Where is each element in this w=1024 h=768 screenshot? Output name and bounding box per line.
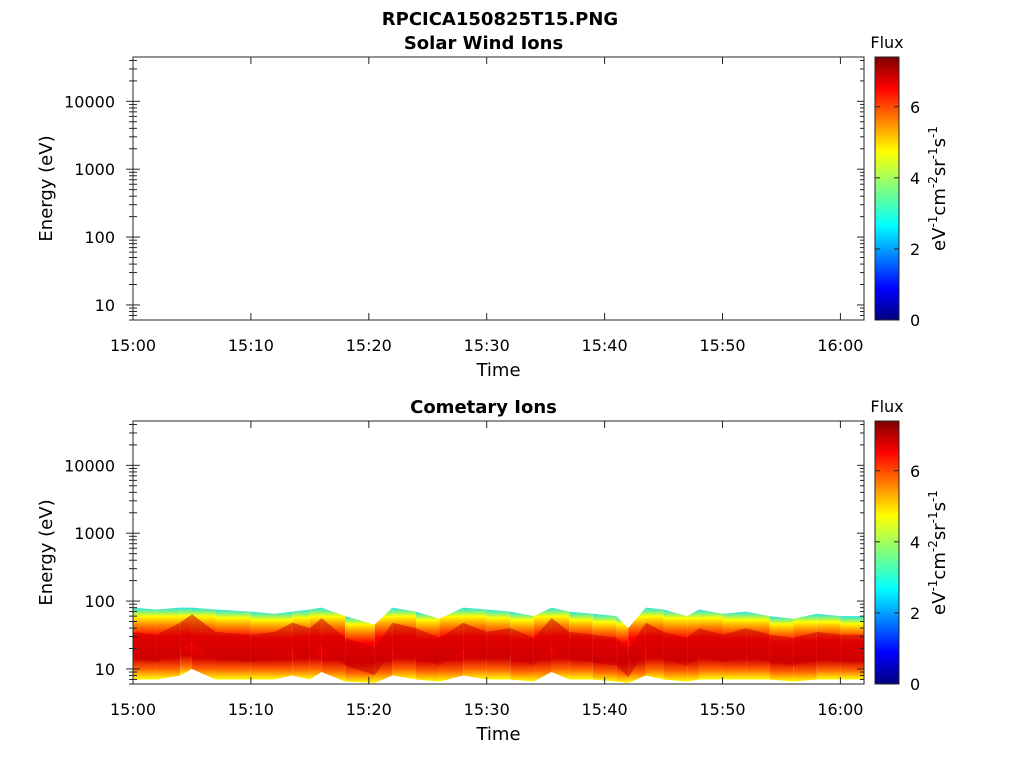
x-tick-label: 15:40 bbox=[582, 336, 628, 355]
y-tick-label: 1000 bbox=[74, 524, 115, 543]
x-tick-label: 16:00 bbox=[817, 700, 863, 719]
y-tick-label: 10 bbox=[95, 660, 115, 679]
y-axis-label: Energy (eV) bbox=[36, 499, 57, 605]
colorbar-tick-label: 4 bbox=[910, 169, 920, 188]
colorbar bbox=[874, 56, 900, 321]
y-axis-label: Energy (eV) bbox=[36, 135, 57, 241]
x-tick-label: 15:00 bbox=[110, 336, 156, 355]
band-core bbox=[663, 631, 688, 666]
band-core bbox=[793, 631, 817, 666]
colorbar-label: eV-1cm-2sr-1s-1 bbox=[926, 490, 950, 615]
colorbar-tick-label: 6 bbox=[910, 98, 920, 117]
band-core bbox=[274, 622, 293, 660]
band-core bbox=[292, 622, 310, 656]
plot-frame bbox=[132, 420, 865, 685]
band-core bbox=[250, 631, 275, 663]
panel-title: Solar Wind Ions bbox=[404, 33, 563, 54]
band-core bbox=[392, 622, 416, 656]
band-core bbox=[510, 628, 534, 666]
band-core bbox=[551, 618, 570, 660]
colorbar-title: Flux bbox=[870, 33, 903, 52]
colorbar-label: eV-1cm-2sr-1s-1 bbox=[926, 126, 950, 251]
band-core bbox=[816, 631, 841, 663]
x-tick-label: 15:30 bbox=[464, 336, 510, 355]
band-core bbox=[592, 634, 617, 666]
colorbar-tick-label: 2 bbox=[910, 240, 920, 259]
band-core bbox=[722, 628, 747, 663]
y-tick-label: 100 bbox=[84, 228, 115, 247]
band-core bbox=[569, 631, 593, 663]
plot-frame bbox=[132, 56, 865, 321]
y-tick-label: 1000 bbox=[74, 160, 115, 179]
band-core bbox=[687, 628, 699, 666]
band-core bbox=[180, 614, 192, 651]
x-tick-label: 15:30 bbox=[464, 700, 510, 719]
band-core bbox=[769, 634, 794, 666]
band-core bbox=[439, 622, 464, 666]
band-core bbox=[321, 618, 346, 666]
y-tick-label: 10000 bbox=[64, 92, 115, 111]
x-tick-label: 15:50 bbox=[699, 700, 745, 719]
x-tick-label: 15:20 bbox=[346, 700, 392, 719]
colorbar-tick-label: 0 bbox=[910, 311, 920, 330]
x-tick-label: 15:20 bbox=[346, 336, 392, 355]
band-core bbox=[215, 631, 251, 663]
x-tick-label: 15:10 bbox=[228, 336, 274, 355]
x-tick-label: 16:00 bbox=[817, 336, 863, 355]
colorbar bbox=[874, 420, 900, 685]
x-axis-label: Time bbox=[475, 360, 520, 381]
panel-title: Cometary Ions bbox=[410, 397, 557, 418]
band-core bbox=[133, 631, 157, 663]
colorbar-title: Flux bbox=[870, 397, 903, 416]
band-core bbox=[486, 628, 511, 660]
spectrogram bbox=[133, 607, 864, 684]
y-tick-label: 10000 bbox=[64, 456, 115, 475]
panel-cometary-ions: Cometary Ions 10 100 1000 10000 15:00 15:10 15:… bbox=[36, 397, 950, 745]
y-tick-label: 100 bbox=[84, 592, 115, 611]
band-core bbox=[415, 628, 440, 666]
band-core bbox=[746, 628, 770, 663]
x-tick-label: 15:40 bbox=[582, 700, 628, 719]
band-core bbox=[156, 622, 181, 663]
band-core bbox=[345, 637, 375, 676]
colorbar-tick-label: 4 bbox=[910, 533, 920, 552]
band-core bbox=[645, 622, 664, 660]
page-title: RPCICA150825T15.PNG bbox=[382, 9, 618, 30]
band-core bbox=[309, 618, 322, 656]
band-core bbox=[616, 637, 629, 678]
y-tick-label: 10 bbox=[95, 296, 115, 315]
band-core bbox=[533, 618, 552, 666]
x-tick-label: 15:00 bbox=[110, 700, 156, 719]
colorbar-tick-label: 0 bbox=[910, 675, 920, 694]
band-core bbox=[698, 628, 723, 663]
band-core bbox=[191, 614, 216, 660]
x-tick-label: 15:50 bbox=[699, 336, 745, 355]
band-core bbox=[628, 622, 646, 678]
x-axis-label: Time bbox=[475, 724, 520, 745]
panel-solar-wind-ions: Solar Wind Ions 10 100 1000 10000 15:00 15:10 1… bbox=[36, 33, 950, 381]
band-core bbox=[463, 622, 487, 660]
colorbar-tick-label: 2 bbox=[910, 604, 920, 623]
x-tick-label: 15:10 bbox=[228, 700, 274, 719]
band-core bbox=[374, 622, 393, 676]
band-core bbox=[840, 634, 864, 663]
colorbar-tick-label: 6 bbox=[910, 462, 920, 481]
